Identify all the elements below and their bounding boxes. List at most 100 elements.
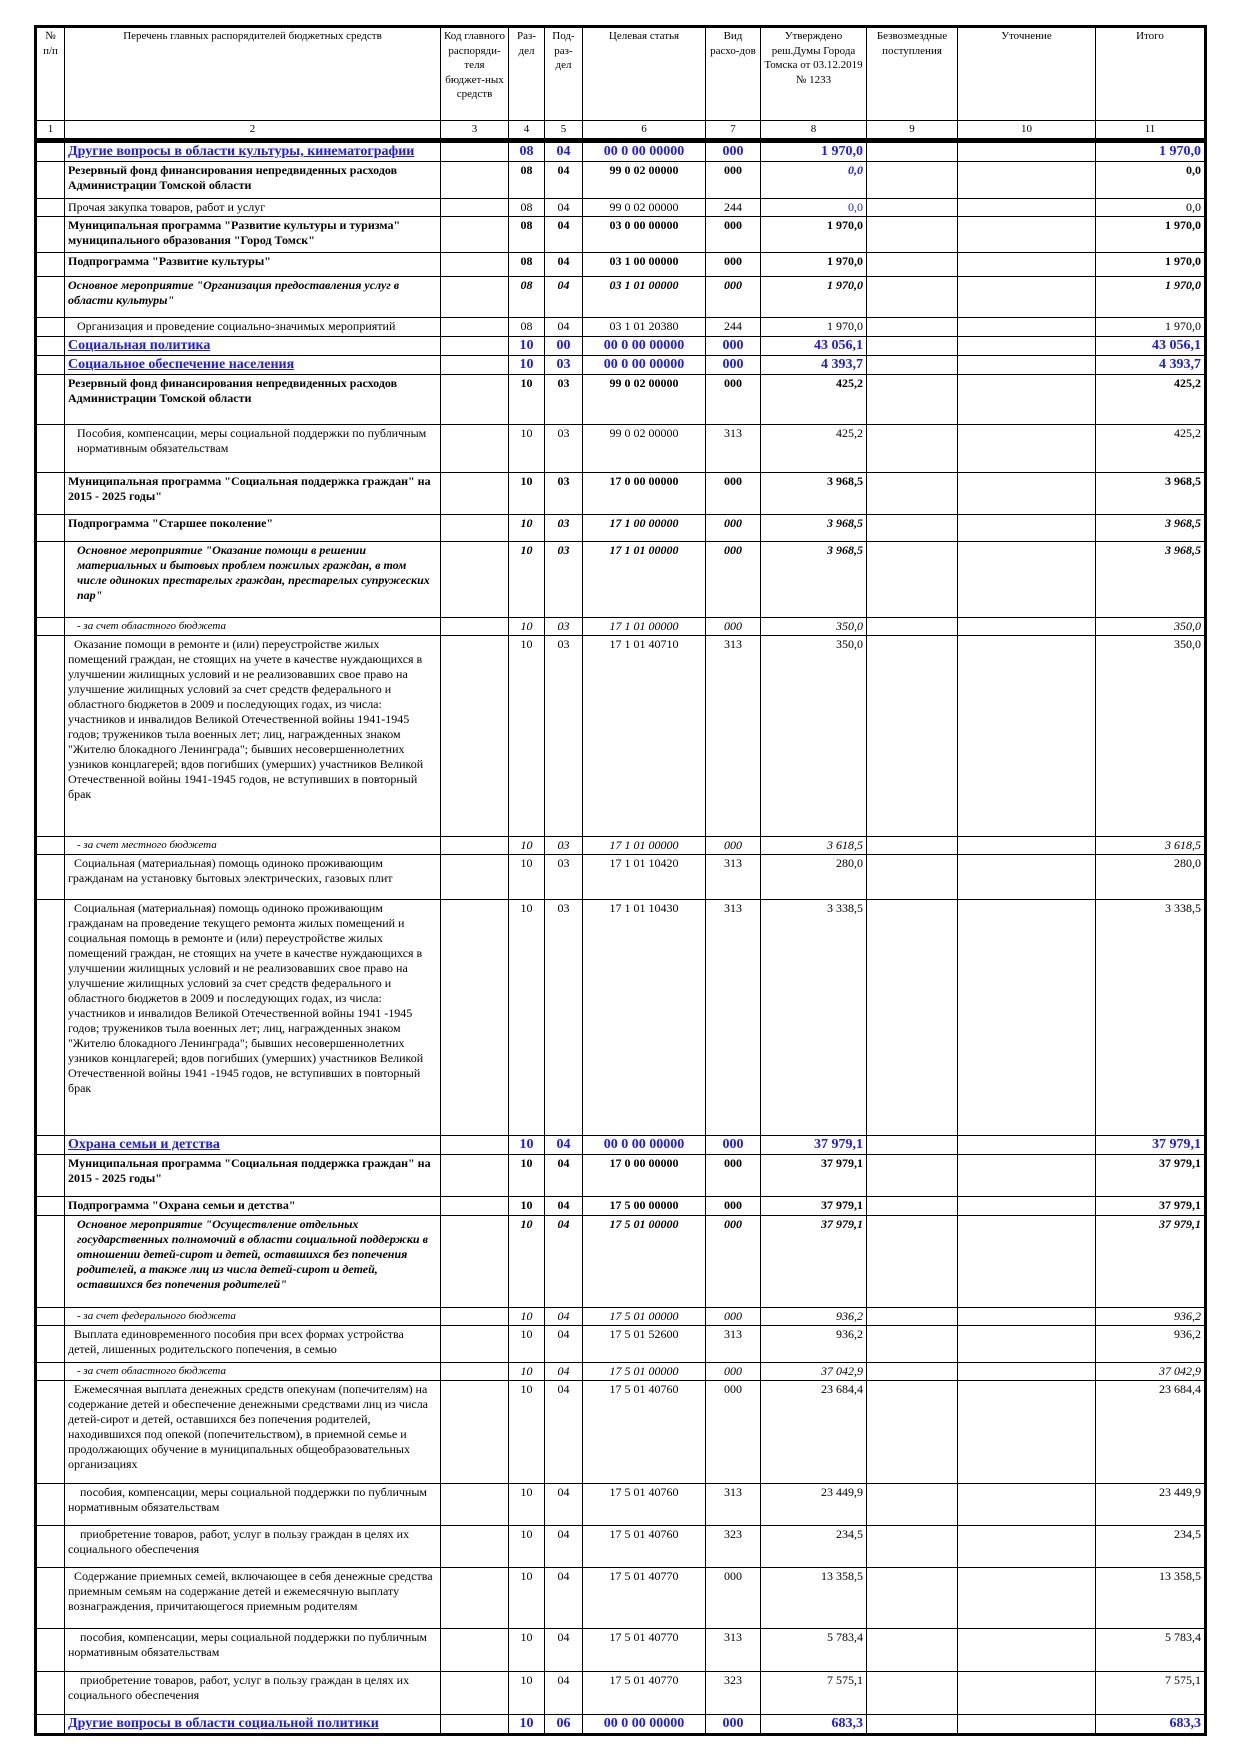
cell-target-article: 17 1 01 10420 — [582, 854, 706, 900]
cell-adjustment — [957, 1628, 1096, 1672]
cell-subsection: 06 — [544, 1714, 583, 1735]
cell-approved: 23 449,9 — [760, 1483, 867, 1526]
cell-approved: 3 968,5 — [760, 472, 867, 515]
cell-subsection: 04 — [544, 1362, 583, 1381]
column-number-row: 1 2 3 4 5 6 7 8 9 10 11 — [35, 120, 1206, 143]
cell-target-article: 00 0 00 00000 — [582, 1135, 706, 1155]
cell-section: 10 — [508, 635, 545, 837]
cell-admin-code — [440, 1567, 509, 1629]
cell-section: 10 — [508, 1567, 545, 1629]
cell-grants — [866, 1325, 958, 1363]
cell-number — [35, 1154, 65, 1197]
table-row: приобретение товаров, работ, услуг в пол… — [35, 1525, 1206, 1568]
cell-total: 37 042,9 — [1095, 1362, 1206, 1381]
cell-name: Другие вопросы в области социальной поли… — [64, 1714, 441, 1735]
cell-target-article: 17 5 01 40760 — [582, 1380, 706, 1484]
cell-subsection: 04 — [544, 1325, 583, 1363]
cell-total: 0,0 — [1095, 161, 1206, 199]
cell-adjustment — [957, 1135, 1096, 1155]
column-number: 11 — [1095, 120, 1206, 143]
cell-total: 5 783,4 — [1095, 1628, 1206, 1672]
cell-name: пособия, компенсации, меры социальной по… — [64, 1483, 441, 1526]
cell-admin-code — [440, 1380, 509, 1484]
cell-subsection: 03 — [544, 514, 583, 542]
cell-total: 7 575,1 — [1095, 1671, 1206, 1715]
cell-approved: 0,0 — [760, 161, 867, 199]
cell-total: 3 968,5 — [1095, 472, 1206, 515]
header-section: Раз-дел — [508, 26, 545, 121]
cell-approved: 1 970,0 — [760, 317, 867, 337]
cell-total: 13 358,5 — [1095, 1567, 1206, 1629]
table-row: Ежемесячная выплата денежных средств опе… — [35, 1380, 1206, 1484]
cell-total: 1 970,0 — [1095, 252, 1206, 277]
cell-section: 10 — [508, 374, 545, 425]
column-number: 1 — [35, 120, 65, 143]
cell-name: Резервный фонд финансирования непредвиде… — [64, 374, 441, 425]
cell-admin-code — [440, 252, 509, 277]
cell-target-article: 17 5 01 40770 — [582, 1567, 706, 1629]
cell-name: Социальная (материальная) помощь одиноко… — [64, 899, 441, 1136]
cell-subsection: 03 — [544, 836, 583, 855]
header-number: № п/п — [35, 26, 65, 121]
column-number: 6 — [582, 120, 706, 143]
cell-section: 10 — [508, 472, 545, 515]
table-row: Охрана семьи и детства 10 04 00 0 00 00000 0… — [35, 1135, 1206, 1155]
cell-admin-code — [440, 1135, 509, 1155]
cell-grants — [866, 276, 958, 318]
cell-adjustment — [957, 1196, 1096, 1216]
cell-expense-type: 000 — [705, 1196, 761, 1216]
table-row: - за счет федерального бюджета 10 04 17 5 0… — [35, 1307, 1206, 1326]
cell-adjustment — [957, 1325, 1096, 1363]
cell-subsection: 00 — [544, 336, 583, 356]
cell-approved: 3 968,5 — [760, 541, 867, 618]
table-row: Содержание приемных семей, включающее в … — [35, 1567, 1206, 1629]
cell-target-article: 03 0 00 00000 — [582, 216, 706, 253]
table-row: Резервный фонд финансирования непредвиде… — [35, 374, 1206, 425]
table-row: Социальная (материальная) помощь одиноко… — [35, 899, 1206, 1136]
cell-expense-type: 000 — [705, 1307, 761, 1326]
cell-target-article: 17 5 01 00000 — [582, 1307, 706, 1326]
cell-grants — [866, 1196, 958, 1216]
cell-number — [35, 1714, 65, 1735]
cell-name: Другие вопросы в области культуры, кинем… — [64, 140, 441, 162]
cell-adjustment — [957, 1154, 1096, 1197]
cell-total: 3 338,5 — [1095, 899, 1206, 1136]
cell-expense-type: 000 — [705, 252, 761, 277]
header-expense-type: Вид расхо-дов — [705, 26, 761, 121]
column-number: 2 — [64, 120, 441, 143]
cell-target-article: 17 1 01 00000 — [582, 617, 706, 636]
cell-admin-code — [440, 635, 509, 837]
cell-grants — [866, 1135, 958, 1155]
cell-number — [35, 635, 65, 837]
cell-admin-code — [440, 617, 509, 636]
cell-adjustment — [957, 514, 1096, 542]
table-row: Оказание помощи в ремонте и (или) переус… — [35, 635, 1206, 837]
column-number: 10 — [957, 120, 1096, 143]
table-row: пособия, компенсации, меры социальной по… — [35, 1483, 1206, 1526]
cell-target-article: 99 0 02 00000 — [582, 198, 706, 217]
cell-expense-type: 000 — [705, 514, 761, 542]
cell-admin-code — [440, 1525, 509, 1568]
cell-section: 10 — [508, 1154, 545, 1197]
cell-number — [35, 1525, 65, 1568]
cell-approved: 3 968,5 — [760, 514, 867, 542]
cell-grants — [866, 216, 958, 253]
cell-target-article: 03 1 01 00000 — [582, 276, 706, 318]
cell-name: Содержание приемных семей, включающее в … — [64, 1567, 441, 1629]
cell-section: 10 — [508, 355, 545, 375]
cell-section: 10 — [508, 1525, 545, 1568]
cell-subsection: 04 — [544, 276, 583, 318]
cell-name: - за счет местного бюджета — [64, 836, 441, 855]
cell-adjustment — [957, 1380, 1096, 1484]
cell-grants — [866, 854, 958, 900]
cell-number — [35, 424, 65, 473]
cell-admin-code — [440, 1307, 509, 1326]
header-admin-code: Код главного распоряди-теля бюджет-ных с… — [440, 26, 509, 121]
cell-adjustment — [957, 198, 1096, 217]
cell-grants — [866, 374, 958, 425]
cell-adjustment — [957, 854, 1096, 900]
table-row: Другие вопросы в области социальной поли… — [35, 1714, 1206, 1735]
cell-subsection: 04 — [544, 1671, 583, 1715]
cell-adjustment — [957, 1215, 1096, 1308]
cell-number — [35, 854, 65, 900]
